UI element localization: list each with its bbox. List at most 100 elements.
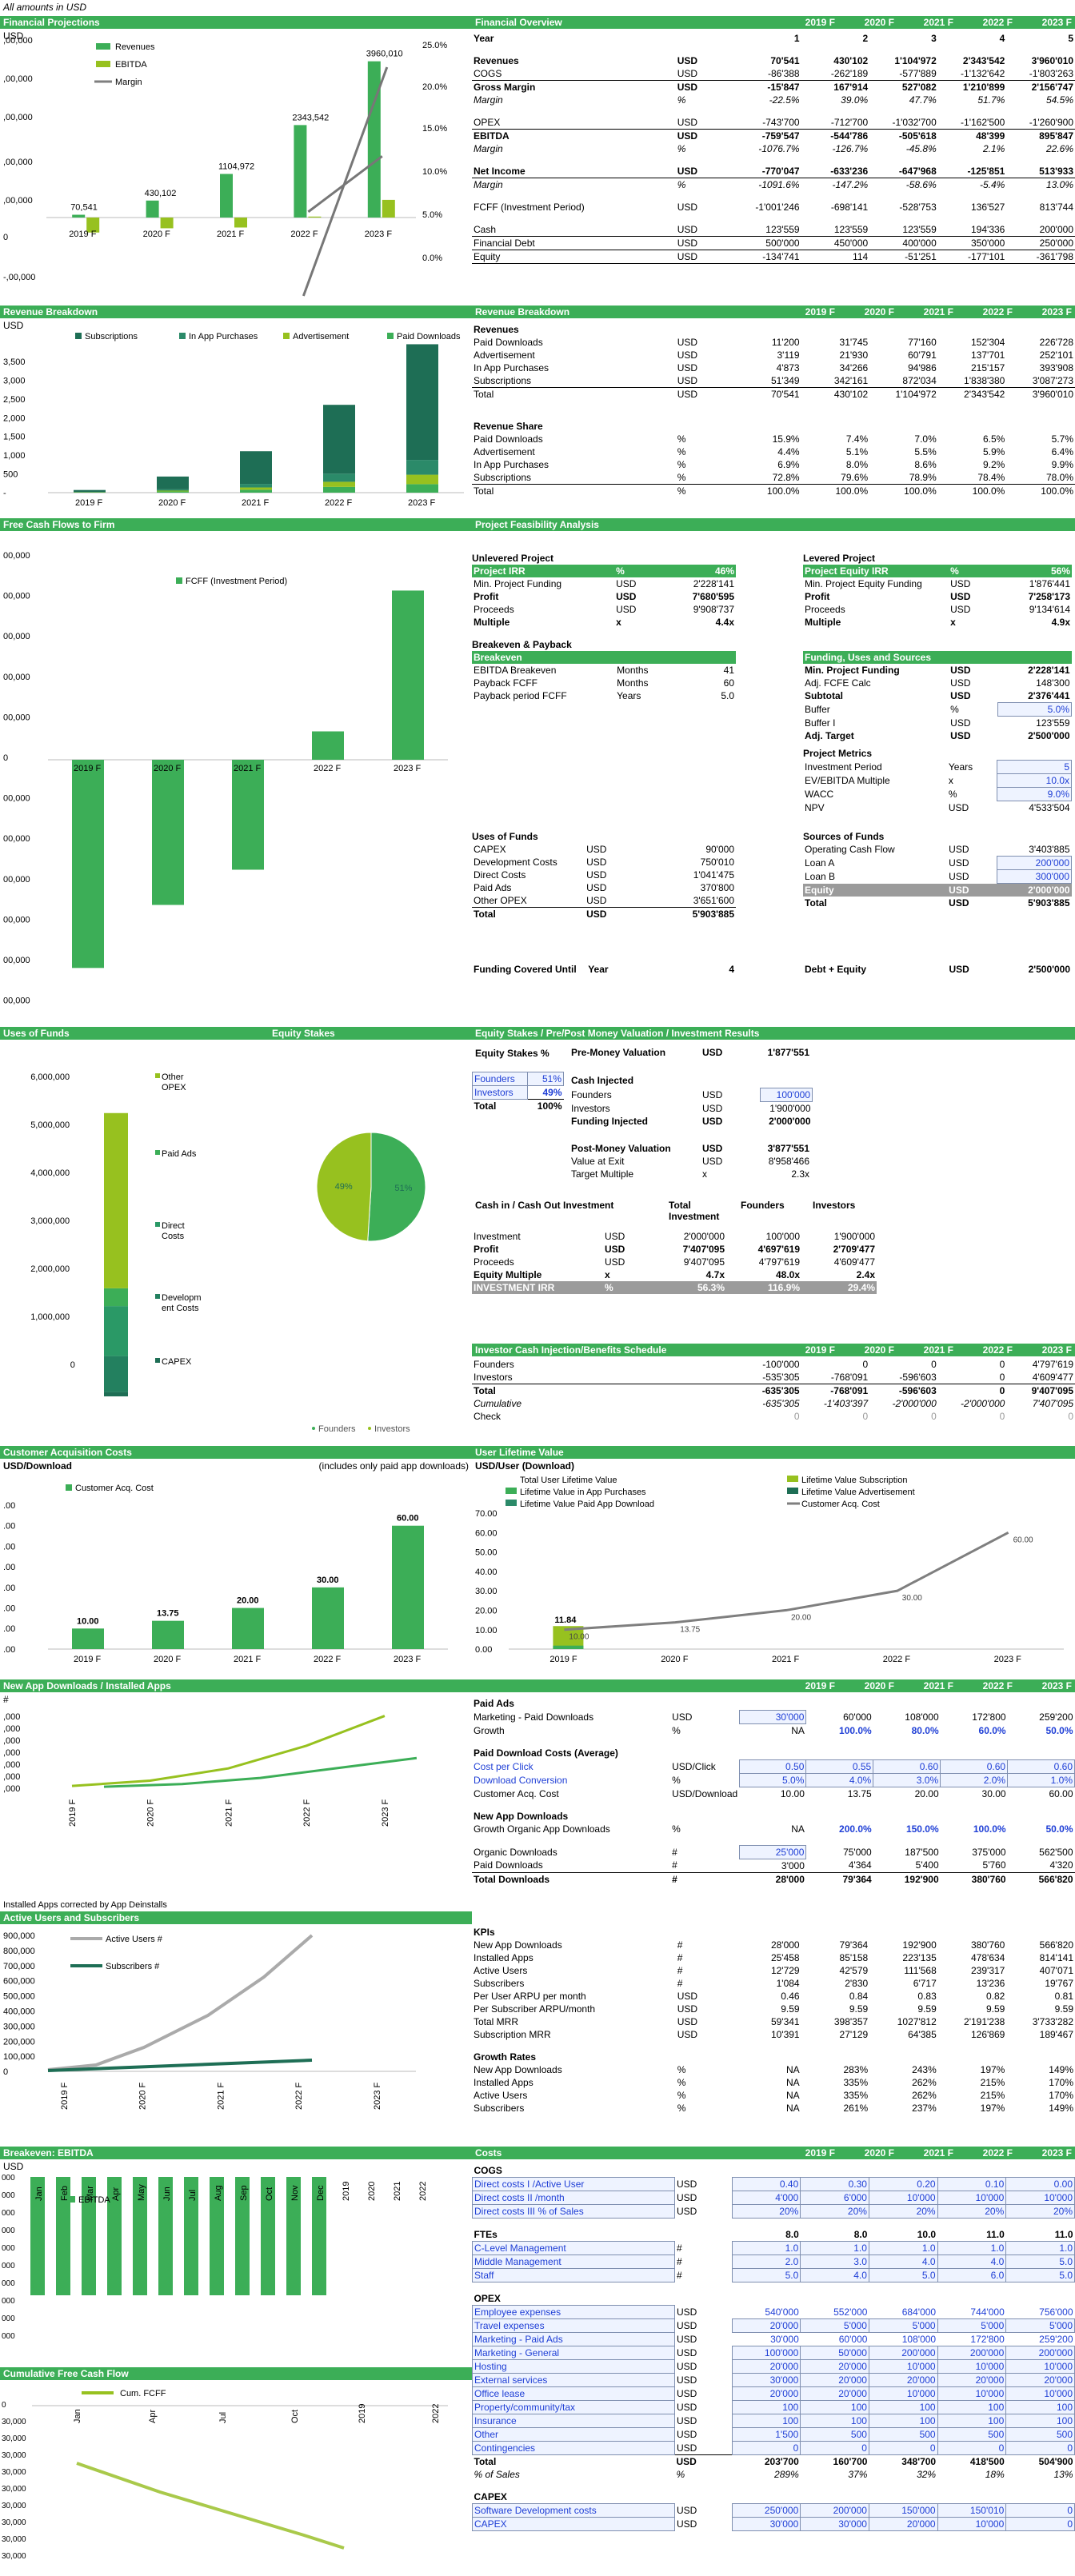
row-value[interactable]: 10'000	[868, 2359, 938, 2374]
row-value[interactable]: 20'000	[731, 2359, 801, 2374]
row-value[interactable]: 500	[937, 2427, 1007, 2442]
row-value[interactable]: 5'000	[868, 2318, 938, 2333]
row-value[interactable]: 100'000	[760, 1088, 813, 1102]
row-value[interactable]: 20'000	[731, 2386, 801, 2401]
row-value[interactable]: 5	[997, 760, 1072, 774]
row-value[interactable]: 3.0%	[873, 1773, 941, 1787]
row-value[interactable]: 100	[937, 2414, 1007, 2428]
row-value[interactable]: 100	[1005, 2414, 1075, 2428]
row-value[interactable]: 10'000	[937, 2359, 1007, 2374]
row-value[interactable]: 1'500	[731, 2427, 801, 2442]
row-value[interactable]: 0.10	[937, 2177, 1007, 2191]
row-value[interactable]: 200'000	[1005, 2346, 1075, 2360]
row-value[interactable]: 20'000	[868, 2373, 938, 2387]
row-value[interactable]: 500	[800, 2427, 869, 2442]
row-value[interactable]: 5'000	[800, 2318, 869, 2333]
row-value[interactable]: 20'000	[800, 2373, 869, 2387]
row-value[interactable]: 0	[1005, 2517, 1075, 2531]
row-value[interactable]: 3.0	[800, 2254, 869, 2269]
row-value[interactable]: 0.20	[868, 2177, 938, 2191]
row-value[interactable]: 100	[731, 2400, 801, 2414]
row-value[interactable]: 1.0	[731, 2241, 801, 2255]
row-value[interactable]: 0	[1005, 2503, 1075, 2518]
row-value[interactable]: 30'000	[738, 1710, 807, 1724]
row-value[interactable]: 20'000	[800, 2359, 869, 2374]
row-value[interactable]: 200'000	[937, 2346, 1007, 2360]
row-value[interactable]: 100	[1005, 2400, 1075, 2414]
row-value[interactable]: 0.40	[731, 2177, 801, 2191]
row-value[interactable]: 10'000	[1005, 2191, 1075, 2205]
row-value[interactable]: 10.0x	[997, 773, 1072, 788]
row-value[interactable]: 0	[937, 2441, 1007, 2455]
row-value[interactable]: 200'000	[868, 2346, 938, 2360]
row-value[interactable]: 1.0	[868, 2241, 938, 2255]
row-value[interactable]: 1.0%	[1007, 1773, 1075, 1787]
row-value[interactable]: 5.0	[731, 2268, 801, 2282]
row-value[interactable]: 100	[800, 2414, 869, 2428]
row-value[interactable]: 0	[868, 2441, 938, 2455]
row-value[interactable]: 10'000	[1005, 2359, 1075, 2374]
row-value[interactable]: 5'000	[1005, 2318, 1075, 2333]
row-value[interactable]: 5.0	[868, 2268, 938, 2282]
row-value[interactable]: 5'000	[937, 2318, 1007, 2333]
row-value[interactable]: 0	[1005, 2441, 1075, 2455]
row-value[interactable]: 0.60	[940, 1759, 1009, 1774]
row-value[interactable]: 100'000	[731, 2346, 801, 2360]
row-value[interactable]: 10'000	[868, 2191, 938, 2205]
row-value[interactable]: 250'000	[731, 2503, 801, 2518]
row-value[interactable]: 6.0	[937, 2268, 1007, 2282]
row-value[interactable]: 300'000	[997, 869, 1072, 884]
row-value[interactable]: 4.0	[868, 2254, 938, 2269]
row-value[interactable]: 20%	[937, 2204, 1007, 2219]
row-value[interactable]: 20%	[868, 2204, 938, 2219]
row-value[interactable]: 10'000	[937, 2386, 1007, 2401]
row-value[interactable]: 150'010	[937, 2503, 1007, 2518]
row-value[interactable]: 4.0	[937, 2254, 1007, 2269]
row-value[interactable]: 10'000	[1005, 2386, 1075, 2401]
row-value[interactable]: 1.0	[1005, 2241, 1075, 2255]
row-value[interactable]: 500	[1005, 2427, 1075, 2442]
row-value[interactable]: 5.0%	[997, 702, 1072, 717]
row-value[interactable]: 20%	[800, 2204, 869, 2219]
row-value[interactable]: 50'000	[800, 2346, 869, 2360]
row-value[interactable]: 20%	[1005, 2204, 1075, 2219]
row-value[interactable]: 100	[868, 2400, 938, 2414]
row-value[interactable]: 100	[800, 2400, 869, 2414]
row-value[interactable]: 200'000	[800, 2503, 869, 2518]
row-value[interactable]: 100	[868, 2414, 938, 2428]
row-value[interactable]: 25'000	[738, 1844, 807, 1859]
row-value[interactable]: 9.0%	[997, 787, 1072, 801]
row-value[interactable]: 0.55	[805, 1759, 874, 1774]
row-value[interactable]: 20%	[731, 2204, 801, 2219]
row-value[interactable]: 0.60	[873, 1759, 941, 1774]
row-value[interactable]: 10'000	[937, 2517, 1007, 2531]
row-value[interactable]: 1.0	[800, 2241, 869, 2255]
row-value[interactable]: 500	[868, 2427, 938, 2442]
row-value[interactable]: 6'000	[800, 2191, 869, 2205]
row-value[interactable]: 20'000	[1005, 2373, 1075, 2387]
row-value[interactable]: 0.60	[1007, 1759, 1075, 1774]
row-value[interactable]: 200'000	[997, 856, 1072, 870]
row-value[interactable]: 5.0	[1005, 2254, 1075, 2269]
row-value[interactable]: 0.50	[738, 1759, 807, 1774]
row-value[interactable]: 5.0	[1005, 2268, 1075, 2282]
row-value[interactable]: 30'000	[800, 2517, 869, 2531]
row-value[interactable]: 10'000	[937, 2191, 1007, 2205]
row-value[interactable]: 30'000	[731, 2373, 801, 2387]
row-value[interactable]: 20'000	[731, 2318, 801, 2333]
row-value[interactable]: 20'000	[800, 2386, 869, 2401]
row-value[interactable]: 2.0	[731, 2254, 801, 2269]
row-value[interactable]: 4.0%	[805, 1773, 874, 1787]
row-value[interactable]: 20'000	[937, 2373, 1007, 2387]
row-value[interactable]: 30'000	[731, 2517, 801, 2531]
row-value[interactable]: 4.0	[800, 2268, 869, 2282]
row-value[interactable]: 0	[800, 2441, 869, 2455]
row-value[interactable]: 100	[937, 2400, 1007, 2414]
row-value[interactable]: 0	[731, 2441, 801, 2455]
row-value[interactable]: 0.00	[1005, 2177, 1075, 2191]
row-value[interactable]: 4'000	[731, 2191, 801, 2205]
row-value[interactable]: 100	[731, 2414, 801, 2428]
row-value[interactable]: 0.30	[800, 2177, 869, 2191]
row-value[interactable]: 1.0	[937, 2241, 1007, 2255]
row-value[interactable]: 10'000	[868, 2386, 938, 2401]
